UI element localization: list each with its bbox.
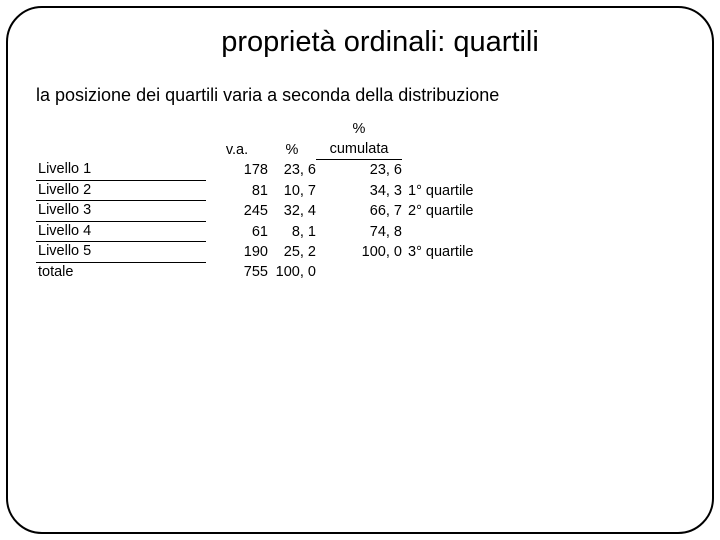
slide-subtitle: la posizione dei quartili varia a second… <box>36 85 684 106</box>
header-cum-line2: cumulata <box>330 140 389 160</box>
row-label: Livello 3 <box>36 201 206 222</box>
row-pct: 10, 7 <box>268 182 316 202</box>
header-pct: % <box>268 141 316 161</box>
row-label: Livello 2 <box>36 181 206 202</box>
table-header: v.a. % % cumulata <box>36 120 684 160</box>
table-row: Livello 2 81 10, 7 34, 3 1° quartile <box>36 181 684 202</box>
row-pct: 8, 1 <box>268 223 316 243</box>
header-cumulata: % cumulata <box>316 120 402 160</box>
total-label: totale <box>36 263 206 283</box>
table-row: Livello 5 190 25, 2 100, 0 3° quartile <box>36 242 684 263</box>
quartile-table: v.a. % % cumulata Livello 1 178 23, 6 23… <box>36 120 684 283</box>
row-note: 3° quartile <box>402 243 512 263</box>
row-pct: 32, 4 <box>268 202 316 222</box>
row-va: 178 <box>206 161 268 181</box>
header-va: v.a. <box>206 141 268 161</box>
header-cum-line1: % <box>353 120 366 140</box>
row-pct: 23, 6 <box>268 161 316 181</box>
table-row: Livello 3 245 32, 4 66, 7 2° quartile <box>36 201 684 222</box>
total-va: 755 <box>206 263 268 283</box>
total-pct: 100, 0 <box>268 263 316 283</box>
row-va: 81 <box>206 182 268 202</box>
row-label: Livello 4 <box>36 222 206 243</box>
table-row: Livello 1 178 23, 6 23, 6 <box>36 160 684 181</box>
row-cum: 100, 0 <box>316 243 402 263</box>
row-label: Livello 1 <box>36 160 206 181</box>
table-total-row: totale 755 100, 0 <box>36 263 684 283</box>
row-va: 245 <box>206 202 268 222</box>
row-va: 190 <box>206 243 268 263</box>
table-row: Livello 4 61 8, 1 74, 8 <box>36 222 684 243</box>
row-note: 1° quartile <box>402 182 512 202</box>
row-cum: 74, 8 <box>316 223 402 243</box>
row-cum: 66, 7 <box>316 202 402 222</box>
slide-title: proprietà ordinali: quartili <box>76 26 684 59</box>
row-cum: 34, 3 <box>316 182 402 202</box>
row-cum: 23, 6 <box>316 161 402 181</box>
row-note: 2° quartile <box>402 202 512 222</box>
row-va: 61 <box>206 223 268 243</box>
row-pct: 25, 2 <box>268 243 316 263</box>
row-label: Livello 5 <box>36 242 206 263</box>
slide-frame: proprietà ordinali: quartili la posizion… <box>6 6 714 534</box>
